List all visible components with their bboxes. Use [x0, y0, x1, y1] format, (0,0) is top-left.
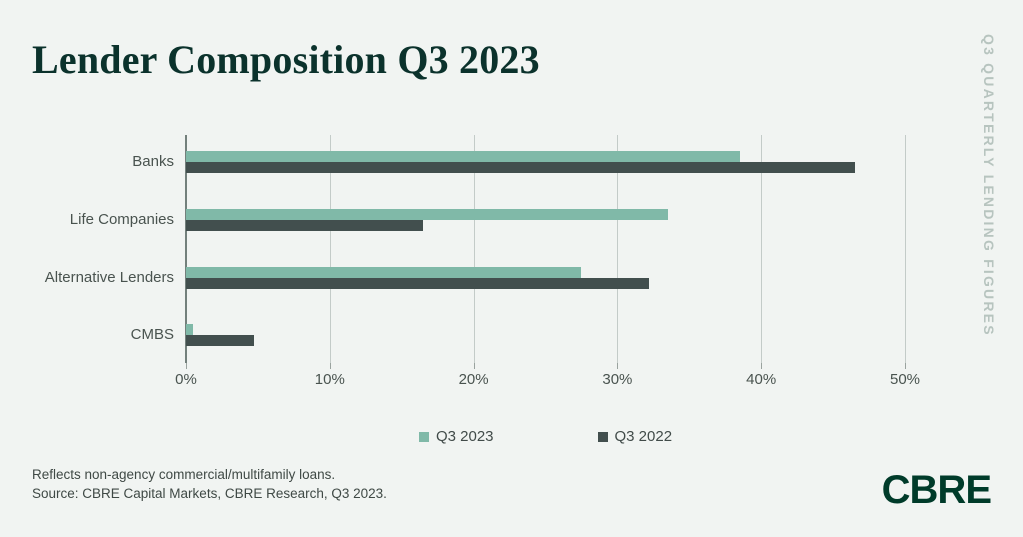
tick-mark	[761, 363, 763, 369]
side-label: Q3 QUARTERLY LENDING FIGURES	[981, 34, 997, 337]
legend-item: Q3 2022	[597, 428, 673, 445]
gridline	[617, 135, 619, 363]
category-label: CMBS	[130, 326, 174, 343]
tick-mark	[186, 363, 187, 369]
gridline	[473, 135, 475, 363]
plot-area	[185, 135, 906, 363]
x-tick-label: 40%	[746, 371, 777, 388]
legend-swatch-icon	[418, 431, 429, 442]
tick-mark	[329, 363, 331, 369]
footnotes: Reflects non-agency commercial/multifami…	[32, 465, 387, 503]
x-tick-label: 50%	[889, 371, 921, 388]
legend-label: Q3 2023	[435, 428, 494, 445]
gridline	[905, 135, 906, 363]
category-label: Alternative Lenders	[44, 269, 174, 286]
gridline	[329, 135, 331, 363]
legend-swatch-icon	[597, 431, 608, 442]
zero-axis-line	[185, 135, 187, 363]
category-label: Life Companies	[69, 211, 174, 228]
bar-life-companies-q3-2023	[186, 209, 668, 220]
category-label: Banks	[132, 153, 174, 170]
x-tick-label: 0%	[175, 371, 197, 388]
source-note: Source: CBRE Capital Markets, CBRE Resea…	[32, 486, 387, 501]
tick-mark	[473, 363, 475, 369]
x-tick-label: 10%	[314, 371, 345, 388]
x-tick-label: 20%	[458, 371, 489, 388]
footnote-line: Reflects non-agency commercial/multifami…	[32, 467, 336, 482]
tick-mark	[905, 363, 906, 369]
bar-life-companies-q3-2022	[186, 220, 424, 231]
bar-alternative-lenders-q3-2023	[186, 267, 582, 278]
legend-label: Q3 2022	[614, 428, 673, 445]
x-tick-label: 30%	[602, 371, 633, 388]
bar-banks-q3-2022	[186, 162, 855, 173]
page-title: Lender Composition Q3 2023	[32, 37, 540, 82]
cbre-logo: CBRE	[881, 468, 992, 512]
bar-cmbs-q3-2023	[186, 324, 194, 335]
bar-alternative-lenders-q3-2022	[186, 278, 650, 289]
legend-item: Q3 2023	[418, 428, 494, 445]
legend: Q3 2023 Q3 2022	[186, 428, 905, 445]
gridline	[761, 135, 763, 363]
bar-cmbs-q3-2022	[186, 335, 254, 346]
bar-chart: Banks Life Companies Alternative Lenders CM…	[44, 135, 921, 388]
tick-mark	[617, 363, 619, 369]
bar-banks-q3-2023	[186, 151, 740, 162]
